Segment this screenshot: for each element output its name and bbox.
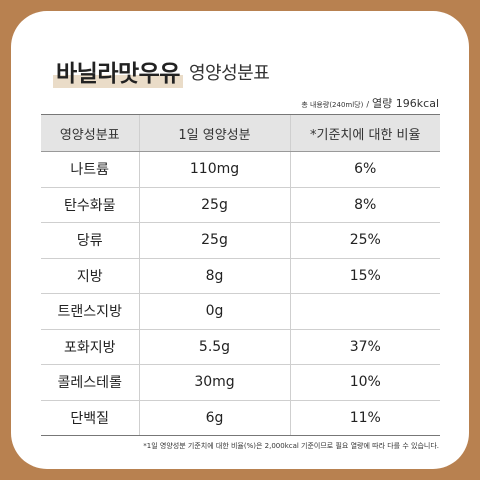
nutrient-amount: 8g	[138, 258, 290, 294]
nutrient-amount: 25g	[138, 222, 290, 259]
table-row: 지방 8g 15%	[41, 258, 440, 294]
nutrient-name: 지방	[41, 258, 139, 294]
table-row: 당류 25g 25%	[41, 222, 440, 259]
table-row: 트랜스지방 0g	[41, 293, 440, 330]
nutrient-percent: 10%	[289, 364, 440, 401]
header-amount: 1일 영양성분	[138, 114, 290, 152]
nutrient-amount: 6g	[138, 400, 290, 436]
table-header-row: 영양성분표 1일 영양성분 *기준치에 대한 비율	[41, 114, 440, 152]
nutrient-amount: 25g	[138, 187, 290, 223]
table-row: 단백질 6g 11%	[41, 400, 440, 436]
serving-separator: /	[366, 100, 370, 109]
nutrient-percent: 8%	[289, 187, 440, 223]
title-row: 바닐라맛우유 영양성분표	[53, 53, 270, 89]
nutrient-amount: 110mg	[138, 151, 290, 188]
header-nutrient: 영양성분표	[41, 114, 139, 152]
title-subtitle: 영양성분표	[188, 63, 270, 84]
serving-size: 총 내용량(240ml당)	[301, 101, 364, 109]
title-highlight	[53, 75, 183, 88]
product-title: 바닐라맛우유	[53, 59, 183, 89]
nutrient-name: 단백질	[41, 400, 139, 436]
table-row: 콜레스테롤 30mg 10%	[41, 364, 440, 401]
nutrition-table: 영양성분표 1일 영양성분 *기준치에 대한 비율 나트륨 110mg 6% 탄…	[41, 114, 440, 436]
nutrient-amount: 0g	[138, 293, 290, 330]
footnote: *1일 영양성분 기준치에 대한 비율(%)은 2,000kcal 기준이므로 …	[143, 442, 439, 450]
nutrient-percent	[289, 293, 440, 330]
nutrient-name: 콜레스테롤	[41, 364, 139, 401]
nutrient-percent: 11%	[289, 400, 440, 436]
header-percent: *기준치에 대한 비율	[289, 114, 440, 152]
table-row: 포화지방 5.5g 37%	[41, 329, 440, 365]
table-row: 나트륨 110mg 6%	[41, 151, 440, 188]
nutrient-amount: 30mg	[138, 364, 290, 401]
nutrient-percent: 37%	[289, 329, 440, 365]
nutrient-amount: 5.5g	[138, 329, 290, 365]
nutrient-name: 나트륨	[41, 151, 139, 188]
calories: 열량 196kcal	[372, 97, 439, 110]
nutrient-percent: 6%	[289, 151, 440, 188]
nutrient-name: 탄수화물	[41, 187, 139, 223]
table-row: 탄수화물 25g 8%	[41, 187, 440, 223]
serving-info: 총 내용량(240ml당) / 열량 196kcal	[301, 95, 439, 111]
nutrient-percent: 25%	[289, 222, 440, 259]
nutrient-name: 트랜스지방	[41, 293, 139, 330]
nutrient-name: 당류	[41, 222, 139, 259]
nutrient-name: 포화지방	[41, 329, 139, 365]
nutrient-percent: 15%	[289, 258, 440, 294]
